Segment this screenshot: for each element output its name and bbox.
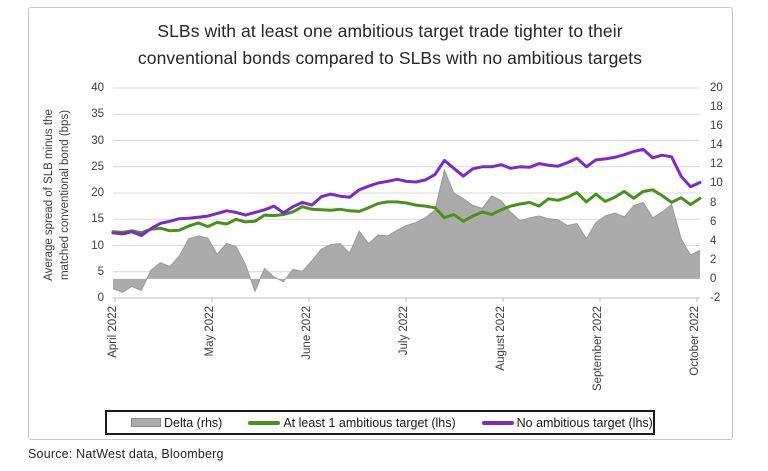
chart-title-line1: SLBs with at least one ambitious target … bbox=[157, 21, 623, 41]
y-axis-right-tick-label: 12 bbox=[710, 158, 723, 171]
y-axis-right-tick-label: -2 bbox=[710, 292, 721, 304]
y-axis-right-tick-label: 2 bbox=[710, 253, 717, 266]
y-axis-right-tick-label: 6 bbox=[710, 215, 717, 228]
legend-line-swatch bbox=[481, 420, 514, 425]
y-axis-right-tick-label: 0 bbox=[710, 272, 717, 285]
y-axis-left-tick-label: 35 bbox=[91, 108, 104, 121]
y-axis-left-tick-label: 25 bbox=[91, 160, 104, 173]
x-axis-month-label: October 2022 bbox=[689, 306, 701, 376]
area-outline-delta-rhs bbox=[112, 168, 701, 293]
x-axis-month-label: July 2022 bbox=[398, 306, 410, 356]
legend-item-2: No ambitious target (lhs) bbox=[481, 415, 653, 430]
y-axis-left-tick-label: 30 bbox=[91, 134, 104, 147]
legend-item-label: Delta (rhs) bbox=[164, 415, 223, 430]
legend-item-0: Delta (rhs) bbox=[131, 416, 222, 430]
y-axis-right-tick-label: 10 bbox=[710, 177, 723, 190]
y-axis-left-title: Average spread of SLB minus the matched … bbox=[43, 109, 71, 281]
y-axis-right-tick-label: 18 bbox=[710, 101, 723, 114]
x-axis-month-label: August 2022 bbox=[495, 306, 507, 371]
legend-item-label: No ambitious target (lhs) bbox=[516, 415, 653, 430]
source-note: Source: NatWest data, Bloomberg bbox=[28, 447, 224, 461]
y-axis-right-tick-label: 8 bbox=[710, 196, 717, 209]
x-axis-month-label: June 2022 bbox=[301, 306, 313, 360]
line-series-no-ambitious-target-lhs bbox=[111, 147, 702, 237]
x-axis-month-label: April 2022 bbox=[107, 306, 119, 358]
y-axis-right-tick-label: 14 bbox=[710, 139, 723, 152]
y-axis-left-tick-label: 40 bbox=[91, 82, 104, 94]
line-series-at-least-1-ambitious-target-lhs bbox=[111, 188, 702, 235]
chart-title-line2: conventional bonds compared to SLBs with… bbox=[137, 48, 643, 68]
legend-line-swatch bbox=[248, 420, 281, 425]
y-axis-right-tick-label: 20 bbox=[710, 82, 723, 94]
y-axis-right-tick-label: 16 bbox=[710, 120, 723, 133]
legend-item-1: At least 1 ambitious target (lhs) bbox=[248, 415, 456, 430]
area-series-delta-rhs bbox=[113, 170, 700, 293]
y-axis-right-tick-label: 4 bbox=[710, 234, 717, 247]
legend-area-swatch bbox=[131, 418, 161, 427]
legend-item-label: At least 1 ambitious target (lhs) bbox=[283, 415, 456, 430]
y-axis-left-tick-label: 10 bbox=[91, 239, 104, 252]
y-axis-left-tick-label: 0 bbox=[97, 292, 104, 304]
legend: Delta (rhs) At least 1 ambitious target (… bbox=[105, 410, 655, 435]
y-axis-left-tick-label: 5 bbox=[97, 265, 104, 278]
x-axis-month-label: September 2022 bbox=[592, 306, 604, 392]
y-axis-left-tick-label: 20 bbox=[91, 187, 104, 199]
chart-title: SLBs with at least one ambitious target … bbox=[90, 18, 690, 72]
x-axis-month-label: May 2022 bbox=[204, 306, 216, 357]
y-axis-left-tick-label: 15 bbox=[91, 213, 104, 226]
